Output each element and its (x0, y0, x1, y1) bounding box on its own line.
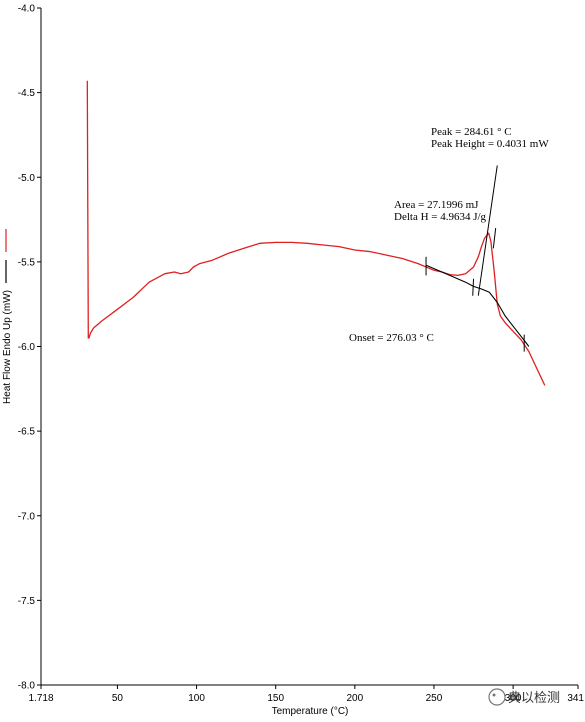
y-tick-label: -6.5 (18, 427, 36, 438)
y-tick-label: -4.0 (18, 4, 36, 15)
y-tick-label: -5.5 (18, 257, 36, 268)
annotation-text: Onset = 276.03 ° C (349, 332, 434, 344)
x-axis-title: Temperature (°C) (272, 706, 349, 717)
series-layer (86, 80, 546, 386)
x-tick-label: 150 (267, 693, 284, 704)
peak-tangent-line (477, 165, 498, 296)
series-line-baseline (425, 264, 530, 347)
construction-lines (425, 165, 525, 352)
annotation-text: Peak Height = 0.4031 mW (431, 138, 549, 150)
x-tick-label: 341 (567, 693, 584, 704)
x-tick-label: 1.718 (28, 693, 53, 704)
y-tick-label: -8.0 (18, 681, 36, 692)
y-axis-title: Heat Flow Endo Up (mW) (2, 290, 13, 404)
axes (40, 8, 578, 686)
y-tick-label: -7.0 (18, 511, 36, 522)
watermark-logo-dot-icon (492, 693, 496, 697)
x-tick-label: 250 (426, 693, 443, 704)
peak-drop-line (492, 227, 497, 249)
annotation-text: Peak = 284.61 ° C (431, 126, 512, 138)
watermark-text: 典以检测 (508, 691, 560, 706)
watermark: 典以检测 (488, 688, 560, 706)
watermark-logo-icon (488, 688, 506, 706)
tick-group: -4.0 -4.5 -5.0 -5.5 -6.0 -6.5 -7.0 -7.5 -8.01.71… (18, 4, 585, 705)
x-tick-label: 100 (188, 693, 205, 704)
x-tick-label: 50 (112, 693, 124, 704)
annotation-text: Area = 27.1996 mJ (394, 199, 479, 211)
series-line-heat-flow (86, 80, 546, 386)
y-tick-label: -6.0 (18, 342, 36, 353)
y-tick-label: -7.5 (18, 596, 36, 607)
annotation-text: Delta H = 4.9634 J/g (394, 211, 487, 223)
x-tick-label: 200 (346, 693, 363, 704)
onset-marker (472, 278, 475, 296)
y-tick-label: -5.0 (18, 173, 36, 184)
x-tick-label: 300 (505, 693, 522, 704)
y-tick-label: -4.5 (18, 88, 36, 99)
